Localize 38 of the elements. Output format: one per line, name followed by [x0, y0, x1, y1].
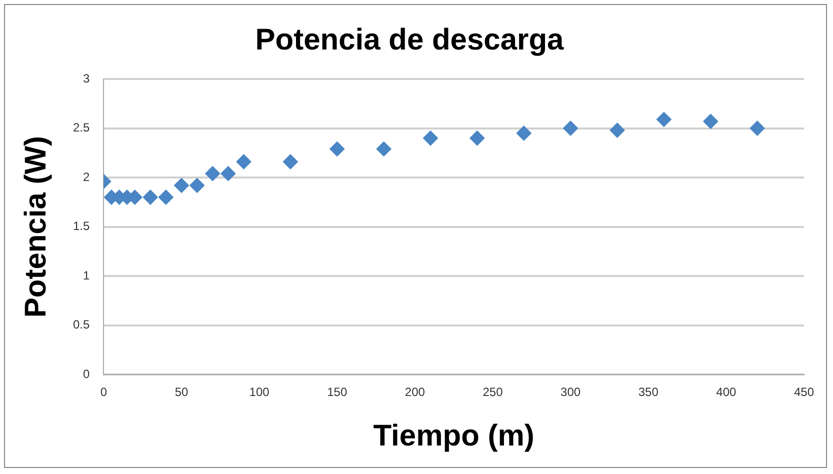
x-tick-label: 150 [327, 385, 348, 400]
x-tick-label: 400 [716, 385, 737, 400]
x-tick-label: 250 [482, 385, 504, 400]
y-axis-title: Potencia (W) [19, 136, 52, 318]
x-tick-label: 50 [174, 385, 188, 400]
point [470, 130, 485, 146]
point [205, 166, 220, 182]
x-tick-label: 300 [560, 385, 581, 400]
x-tick-label: 0 [100, 385, 108, 400]
point [158, 190, 174, 205]
chart-title: Potencia de descarga [255, 23, 564, 56]
x-axis-title: Tiempo (m) [373, 419, 534, 452]
x-tick-label: 100 [249, 385, 270, 400]
point [422, 130, 438, 146]
point [703, 114, 718, 129]
y-tick-label: 0.5 [72, 318, 90, 332]
point [190, 178, 205, 193]
point [516, 126, 532, 141]
point [330, 141, 345, 156]
y-tick-label: 0 [82, 366, 90, 381]
y-tick-label: 1 [82, 268, 90, 282]
point [282, 154, 298, 170]
point [610, 122, 625, 138]
point [220, 166, 236, 182]
point [656, 112, 672, 127]
point [236, 154, 252, 170]
point [750, 120, 765, 136]
point [376, 141, 392, 156]
x-tick-label: 200 [404, 385, 426, 400]
y-tick-label: 2.5 [72, 120, 90, 135]
x-tick-label: 450 [794, 385, 814, 400]
y-tick-label: 3 [82, 71, 90, 86]
point [142, 190, 158, 205]
point [174, 178, 189, 193]
y-tick-label: 2 [82, 170, 90, 184]
point [563, 120, 578, 136]
y-tick-label: 1.5 [72, 219, 90, 234]
x-tick-label: 350 [638, 385, 659, 400]
